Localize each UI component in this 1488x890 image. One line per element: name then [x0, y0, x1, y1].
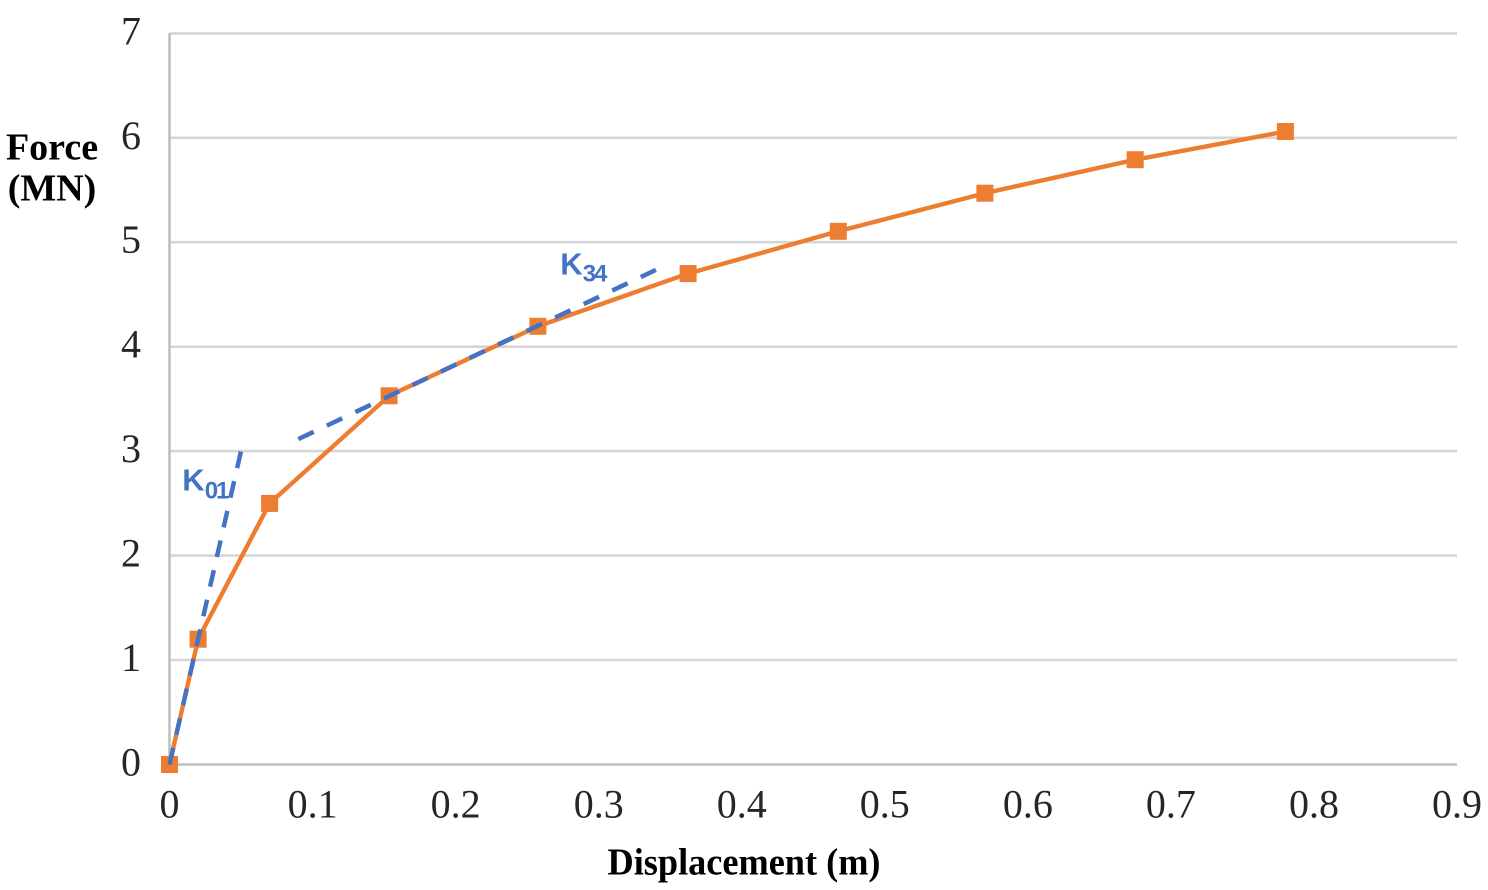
svg-text:0: 0 [121, 740, 141, 785]
svg-text:2: 2 [121, 531, 141, 576]
svg-text:0.8: 0.8 [1289, 782, 1339, 827]
svg-text:3: 3 [121, 426, 141, 471]
svg-text:7: 7 [121, 8, 141, 53]
svg-text:Force: Force [6, 127, 98, 169]
svg-text:0.3: 0.3 [574, 782, 624, 827]
svg-text:(MN): (MN) [8, 168, 97, 210]
svg-text:1: 1 [121, 635, 141, 680]
svg-text:0.9: 0.9 [1432, 782, 1482, 827]
svg-text:0.6: 0.6 [1003, 782, 1053, 827]
svg-text:0.2: 0.2 [431, 782, 481, 827]
svg-text:0.7: 0.7 [1146, 782, 1196, 827]
svg-text:6: 6 [121, 113, 141, 158]
svg-text:0.4: 0.4 [717, 782, 767, 827]
svg-text:4: 4 [121, 322, 141, 367]
svg-text:0: 0 [160, 782, 180, 827]
svg-text:0.5: 0.5 [860, 782, 910, 827]
svg-text:0.1: 0.1 [288, 782, 338, 827]
svg-text:Displacement (m): Displacement (m) [608, 842, 881, 884]
svg-text:5: 5 [121, 217, 141, 262]
